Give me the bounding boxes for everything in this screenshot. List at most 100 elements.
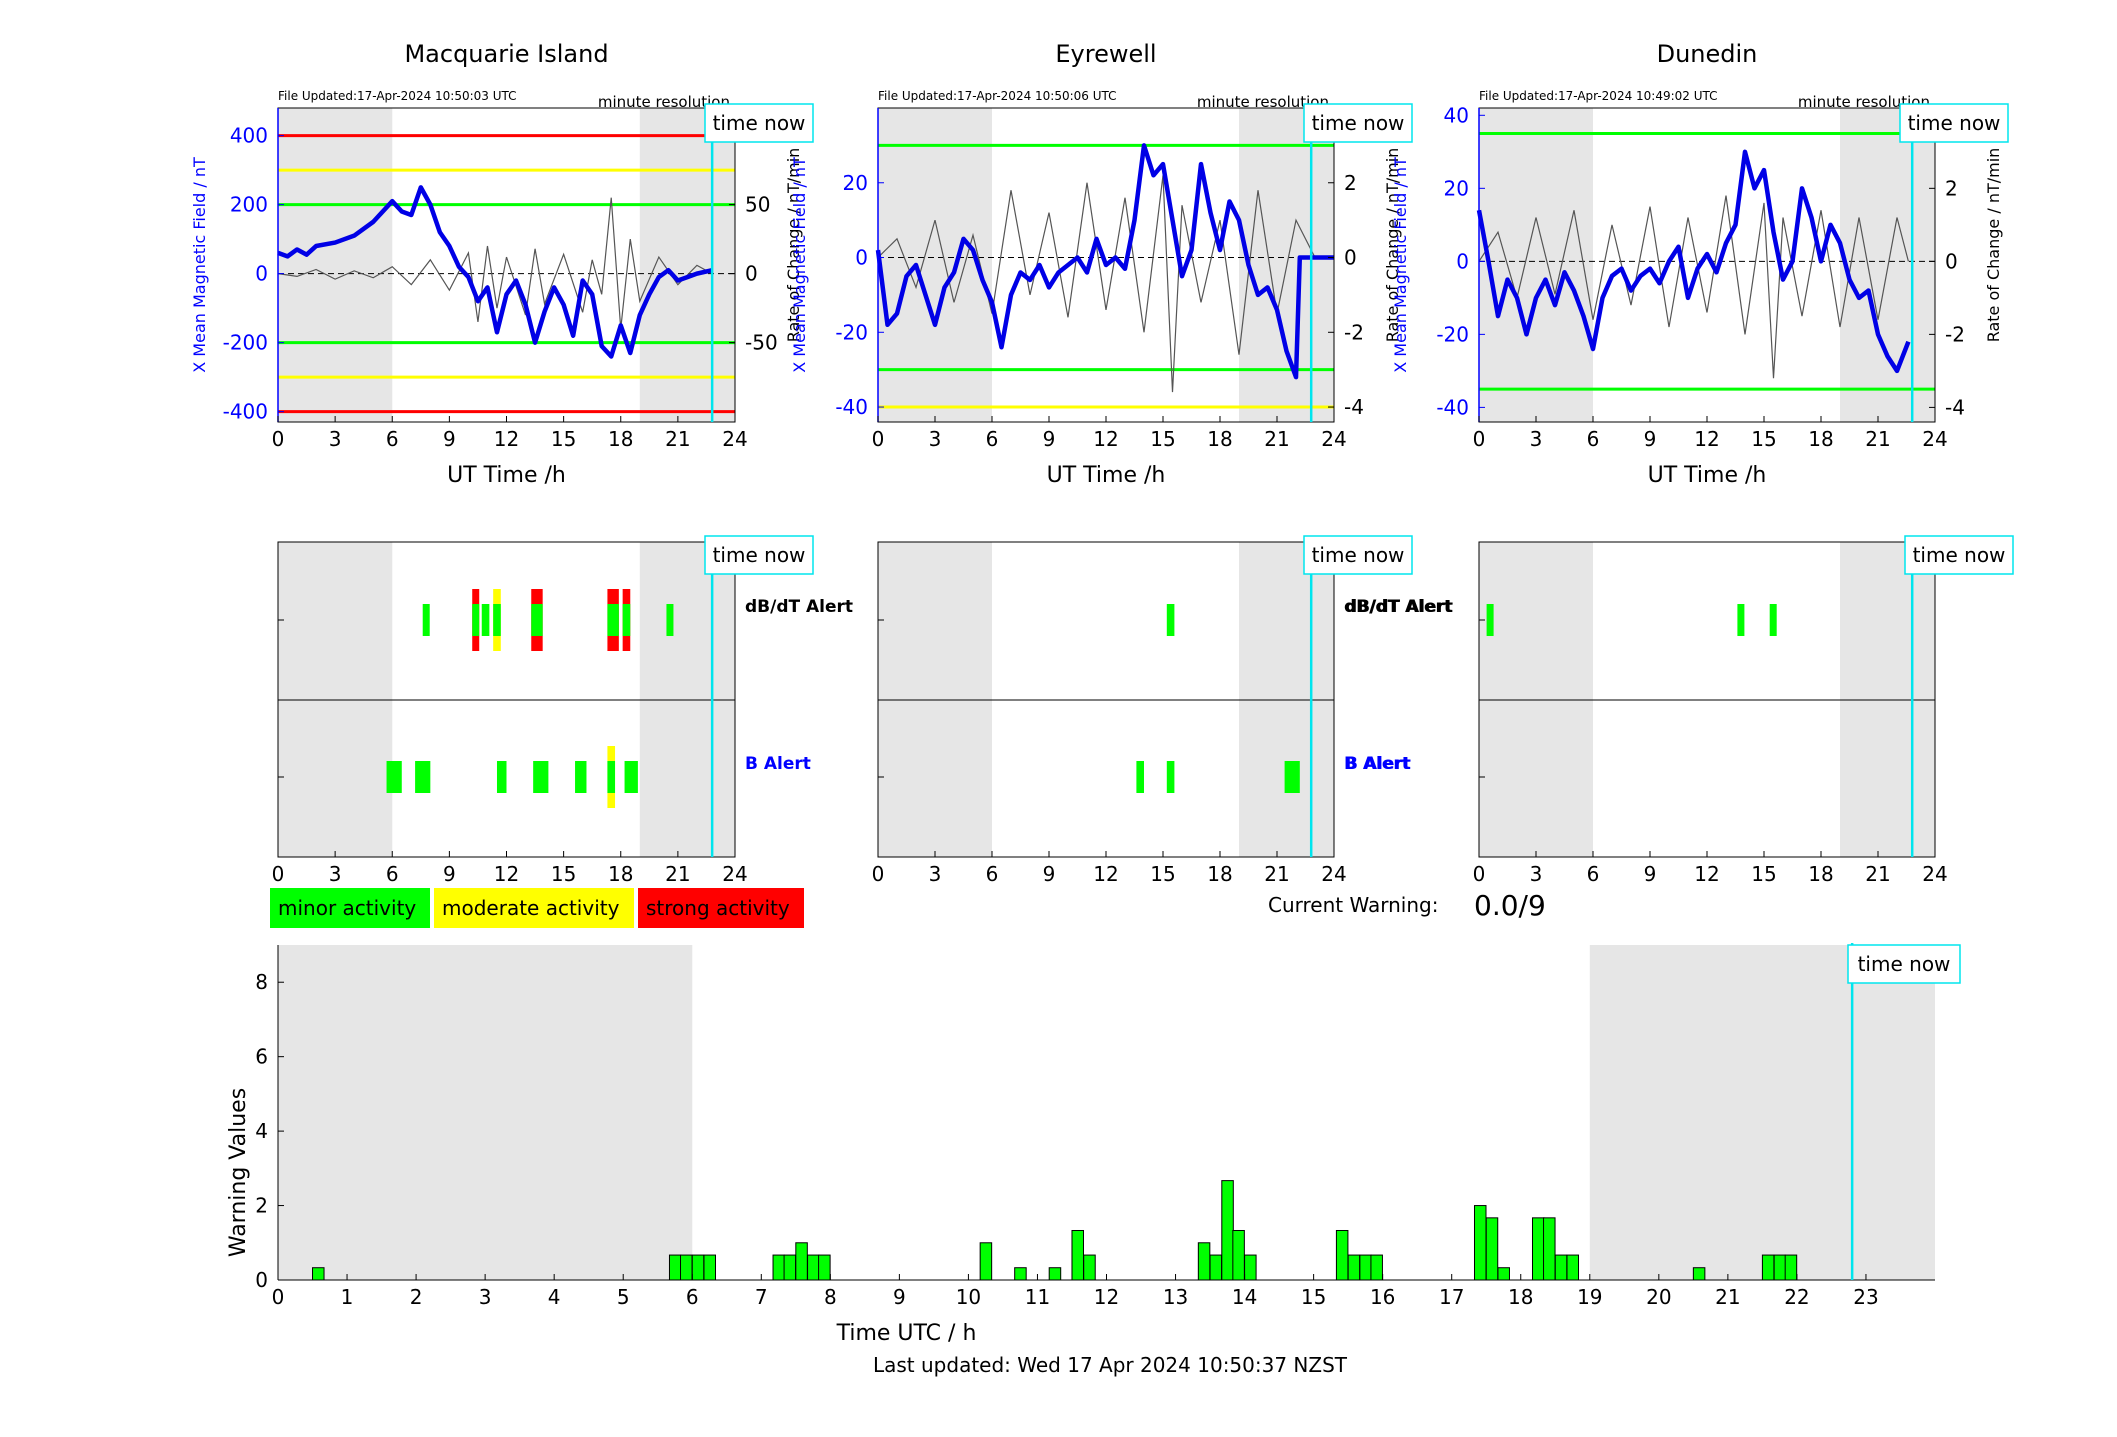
station-plot-eyrewell: Eyrewell File Updated:17-Apr-2024 10:50:0… <box>790 40 1413 488</box>
x-tick-label: 21 <box>1865 862 1890 886</box>
alert-bar-minor <box>493 604 501 636</box>
rate-of-change-line <box>877 175 1334 393</box>
x-tick-label: 22 <box>1784 1285 1809 1309</box>
x-tick-label: 15 <box>1301 1285 1326 1309</box>
station-title: Dunedin <box>1657 40 1758 68</box>
x-tick-label: 0 <box>272 1285 285 1309</box>
x-tick-label: 0 <box>1473 427 1486 451</box>
b-alert-label: B Alert <box>745 754 811 774</box>
time-now-label: time now <box>713 111 806 135</box>
y-right-tick-label: 2 <box>1945 176 1958 200</box>
night-shade <box>639 108 735 422</box>
x-tick-label: 9 <box>1043 862 1056 886</box>
x-tick-label: 13 <box>1163 1285 1188 1309</box>
x-tick-label: 0 <box>1473 862 1486 886</box>
x-tick-label: 24 <box>1321 427 1346 451</box>
station-title: Macquarie Island <box>404 40 608 68</box>
y-tick-label: 0 <box>855 246 868 270</box>
y-tick-label: 0 <box>255 262 268 286</box>
y-tick-label: 8 <box>255 970 268 994</box>
x-tick-label: 3 <box>929 427 942 451</box>
warning-bar <box>691 1254 705 1281</box>
current-warning-value: 0.0/9 <box>1474 889 1546 922</box>
file-updated: File Updated:17-Apr-2024 10:50:03 UTC <box>278 89 517 103</box>
y-right-tick-label: 0 <box>1344 246 1357 270</box>
x-tick-label: 6 <box>386 427 399 451</box>
x-tick-label: 21 <box>665 862 690 886</box>
night-shade <box>878 108 992 422</box>
y-axis-label: X Mean Magnetic Field / nT <box>790 157 809 373</box>
time-now-label: time now <box>1913 543 2006 567</box>
legend-swatch-strong <box>638 888 804 928</box>
alert-bar-minor <box>624 761 638 793</box>
x-tick-label: 3 <box>329 862 342 886</box>
warning-bar <box>1335 1229 1349 1281</box>
x-tick-label: 3 <box>479 1285 492 1309</box>
y-tick-label: -40 <box>1436 395 1469 419</box>
station-plots: Macquarie Island File Updated:17-Apr-2024… <box>190 40 2009 488</box>
alert-bar-minor <box>1737 604 1745 636</box>
y-tick-label: -40 <box>835 395 868 419</box>
x-tick-label: 12 <box>494 862 519 886</box>
warning-bar <box>818 1254 831 1281</box>
y-right-tick-label: -50 <box>745 331 778 355</box>
night-shade <box>278 945 693 1280</box>
resolution-label: minute resolution <box>1197 93 1329 111</box>
alert-bar-minor <box>496 761 507 793</box>
mean-field-line <box>277 185 713 359</box>
alert-bar-minor <box>1284 761 1300 793</box>
x-axis-label: UT Time /h <box>447 463 566 488</box>
y-right-tick-label: 50 <box>745 193 770 217</box>
x-tick-label: 21 <box>1865 427 1890 451</box>
x-tick-label: 24 <box>1922 427 1947 451</box>
warning-bar <box>1359 1254 1372 1281</box>
warning-bar <box>1232 1229 1245 1281</box>
alert-bar-minor <box>666 604 674 636</box>
x-tick-label: 10 <box>956 1285 981 1309</box>
current-warning: Current Warning: 0.0/9 <box>1268 889 1546 922</box>
time-now-label: time now <box>1312 543 1405 567</box>
alert-bar-minor <box>533 761 549 793</box>
x-axis-label: UT Time /h <box>1648 463 1767 488</box>
x-tick-label: 12 <box>1694 427 1719 451</box>
y-right-tick-label: -2 <box>1344 320 1364 344</box>
night-shade <box>1840 108 1935 422</box>
x-tick-label: 9 <box>443 427 456 451</box>
x-tick-label: 21 <box>1264 862 1289 886</box>
file-updated: File Updated:17-Apr-2024 10:50:06 UTC <box>878 89 1117 103</box>
alert-bar-minor <box>1769 604 1777 636</box>
warning-bar <box>312 1267 325 1281</box>
y-tick-label: -20 <box>835 320 868 344</box>
alert-bar-minor <box>422 604 430 636</box>
x-tick-label: 9 <box>1644 427 1657 451</box>
alert-bar-minor <box>1166 761 1175 793</box>
x-tick-label: 3 <box>1530 862 1543 886</box>
warning-bar <box>1071 1229 1084 1281</box>
x-tick-label: 0 <box>872 862 885 886</box>
x-tick-label: 3 <box>1530 427 1543 451</box>
alert-bar-minor <box>607 604 619 636</box>
y-tick-label: 400 <box>230 124 268 148</box>
x-tick-label: 24 <box>722 427 747 451</box>
warning-bar <box>1014 1267 1027 1281</box>
warning-bar <box>1221 1180 1234 1281</box>
time-now-box <box>1303 103 1413 143</box>
x-tick-label: 18 <box>608 862 633 886</box>
x-tick-label: 0 <box>272 862 285 886</box>
dbdt-alert-label: dB/dT Alert <box>1345 597 1453 617</box>
x-tick-label: 12 <box>1093 427 1118 451</box>
x-tick-label: 24 <box>1321 862 1346 886</box>
warning-bar <box>1048 1267 1062 1281</box>
alert-plot-macquarie-island: 0 3 6 9 12 15 18 21 24 dB/dT Alert B Alert time now <box>272 535 853 886</box>
x-tick-label: 18 <box>1808 427 1833 451</box>
x-tick-label: 15 <box>1150 862 1175 886</box>
legend-swatch-minor <box>270 888 430 928</box>
x-tick-label: 18 <box>1808 862 1833 886</box>
time-now-box <box>1904 535 2014 575</box>
warning-bar <box>680 1254 693 1281</box>
y-axis-label: X Mean Magnetic Field / nT <box>190 157 209 373</box>
warning-bar <box>1244 1254 1257 1281</box>
alert-bar-minor <box>531 604 543 636</box>
x-tick-label: 21 <box>1264 427 1289 451</box>
